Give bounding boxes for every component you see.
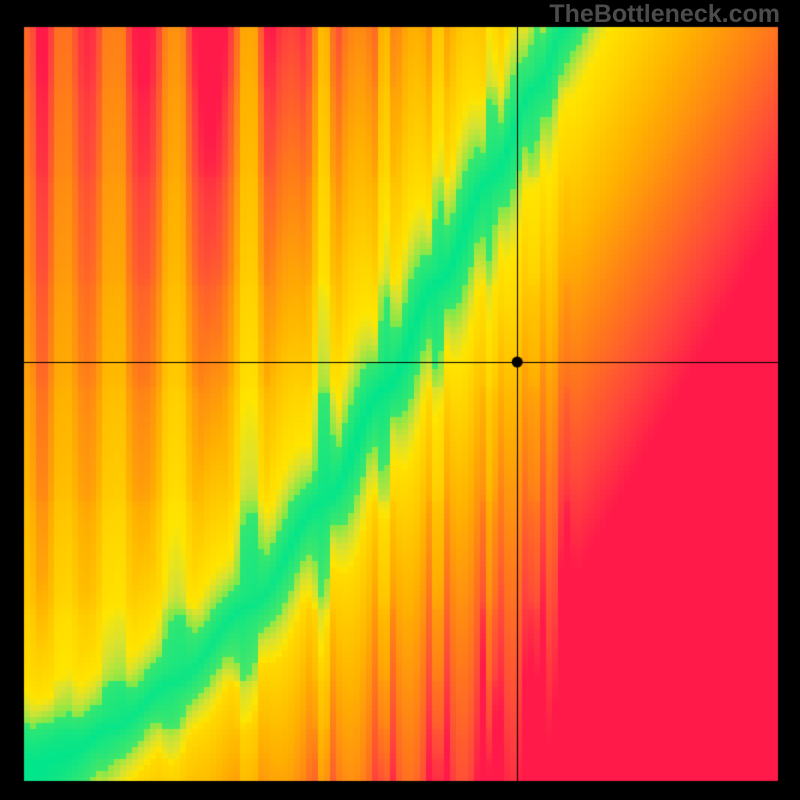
- watermark-label: TheBottleneck.com: [549, 0, 780, 29]
- heatmap-canvas: [0, 0, 800, 800]
- chart-container: TheBottleneck.com: [0, 0, 800, 800]
